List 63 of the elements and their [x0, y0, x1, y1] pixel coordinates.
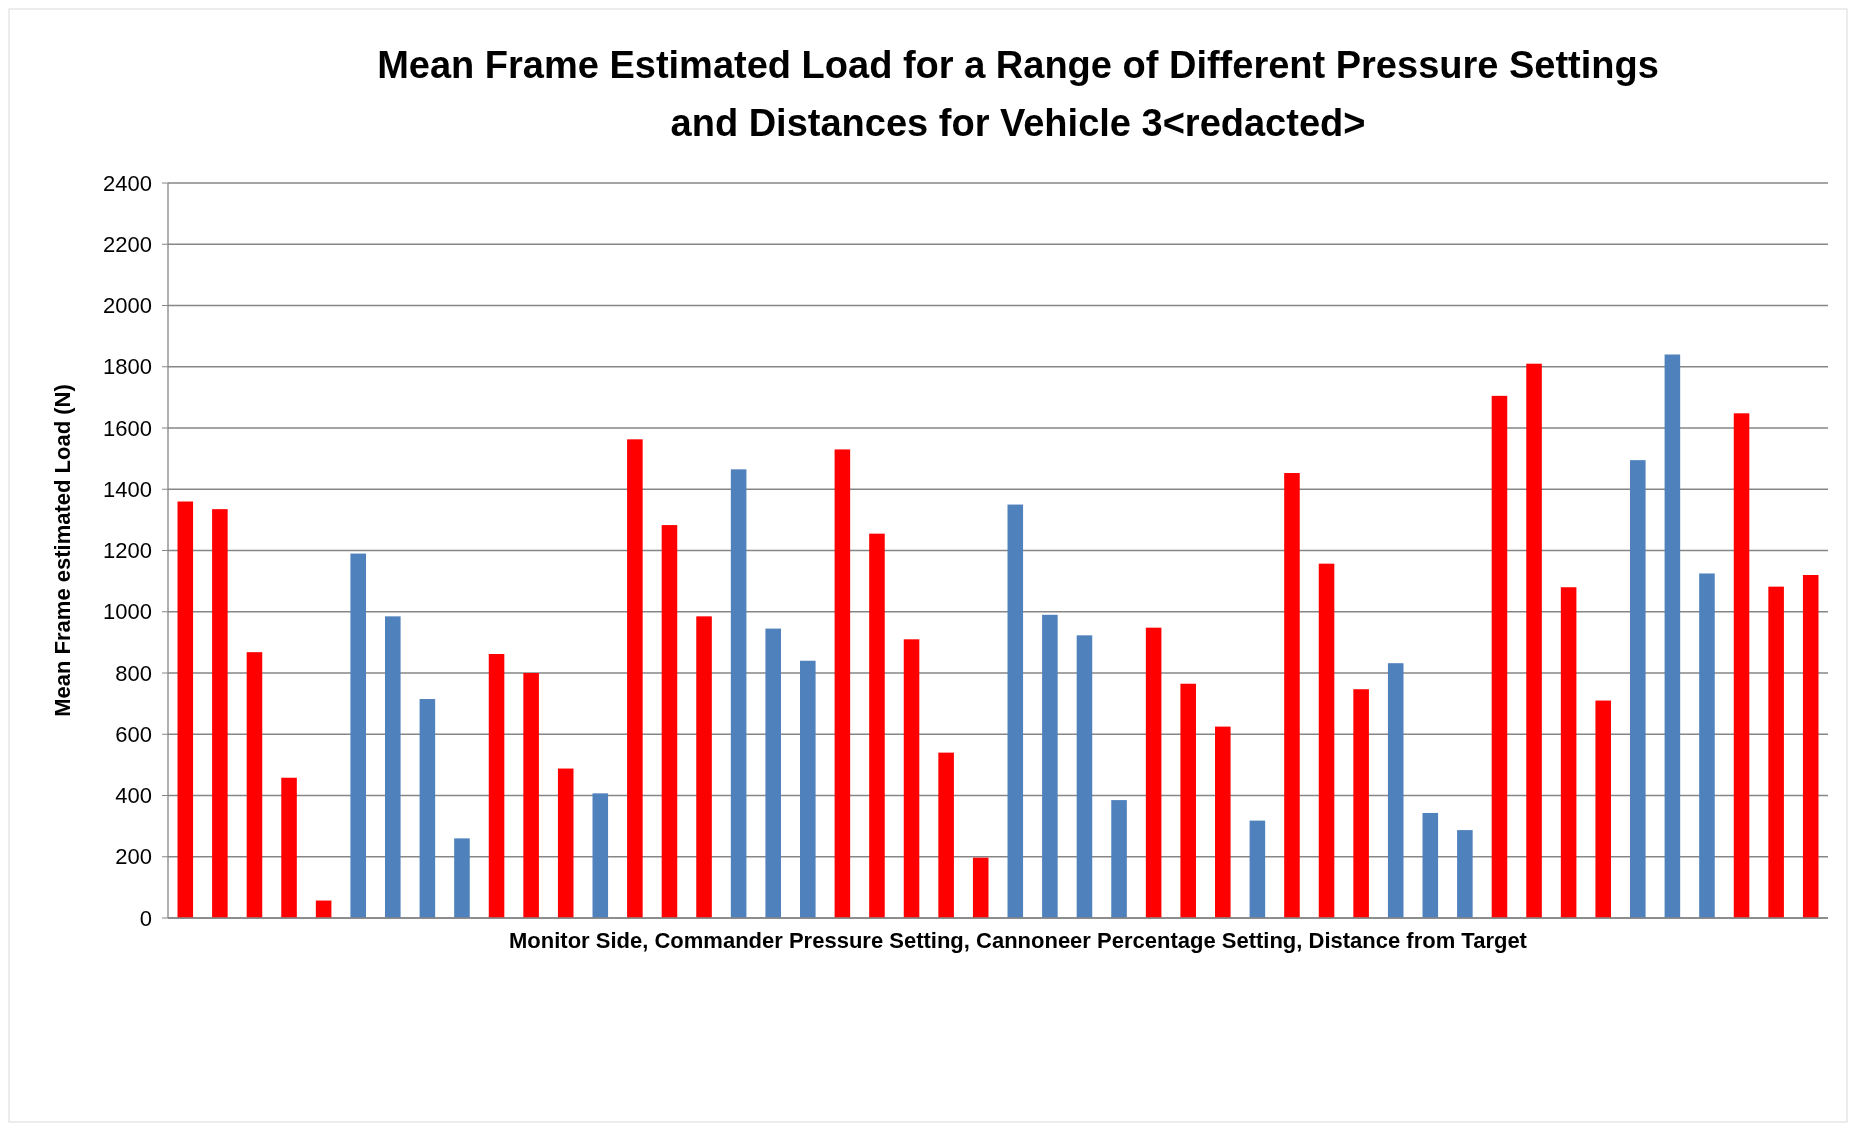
bar: [177, 501, 194, 918]
bar: [212, 509, 228, 918]
y-tick-label: 1200: [103, 538, 152, 564]
bar: [972, 857, 989, 918]
bar: [1457, 830, 1473, 918]
bar: [1664, 354, 1681, 918]
bar: [1768, 586, 1784, 918]
bar: [1491, 395, 1508, 918]
bar: [696, 616, 712, 918]
bar: [592, 793, 609, 918]
y-tick-label: 1400: [103, 476, 152, 502]
y-axis-title: Mean Frame estimated Load (N): [50, 384, 75, 717]
y-tick-label: 2400: [103, 170, 152, 196]
bar: [246, 652, 263, 918]
bar: [1595, 700, 1611, 918]
bar: [1802, 575, 1819, 918]
bar: [1007, 504, 1024, 918]
bar: [1560, 587, 1577, 918]
bar: [557, 768, 574, 918]
bar: [1145, 627, 1162, 918]
chart-title: Mean Frame Estimated Load for a Range of Different Pressure Settings and Distances for Vehicle 3<redacted>: [377, 44, 1659, 144]
bar: [454, 838, 470, 918]
bar: [1318, 563, 1335, 918]
bar: [1076, 635, 1093, 918]
bar: [1249, 820, 1266, 918]
bar: [523, 673, 539, 918]
bar: [1733, 413, 1750, 918]
bar: [800, 660, 816, 918]
bar: [627, 439, 643, 918]
y-tick-label: 0: [139, 905, 152, 931]
bar: [350, 553, 366, 918]
bar: [1630, 460, 1646, 918]
bar: [1387, 663, 1404, 918]
bar: [1353, 689, 1369, 918]
bar: [1699, 573, 1715, 918]
y-tick-label: 2200: [103, 231, 152, 257]
bar: [730, 469, 747, 918]
bar: [488, 654, 505, 918]
bar: [419, 699, 436, 918]
y-tick-label: 400: [115, 783, 152, 809]
bar: [869, 533, 885, 918]
x-axis-title: Monitor Side, Commander Pressure Setting, Cannoneer Percentage Setting, Distance from Target: [509, 928, 1528, 953]
bar: [1042, 614, 1058, 918]
y-tick-label: 600: [115, 721, 152, 747]
bar: [834, 449, 851, 918]
bar: [281, 777, 297, 918]
y-tick-label: 1000: [103, 599, 152, 625]
bar: [661, 525, 678, 918]
bar: [1284, 473, 1300, 918]
y-tick-label: 800: [115, 660, 152, 686]
bar: [765, 628, 781, 918]
y-tick-label: 200: [115, 844, 152, 870]
bar: [385, 616, 401, 918]
bar: [1422, 812, 1439, 918]
bar: [1526, 363, 1542, 918]
bar: [1215, 726, 1231, 918]
y-tick-label: 1600: [103, 415, 152, 441]
y-tick-label: 2000: [103, 293, 152, 319]
bar: [938, 752, 954, 918]
bar: [1180, 683, 1196, 918]
y-tick-label: 1800: [103, 354, 152, 380]
bar: [1111, 800, 1127, 918]
bar: [903, 639, 920, 918]
